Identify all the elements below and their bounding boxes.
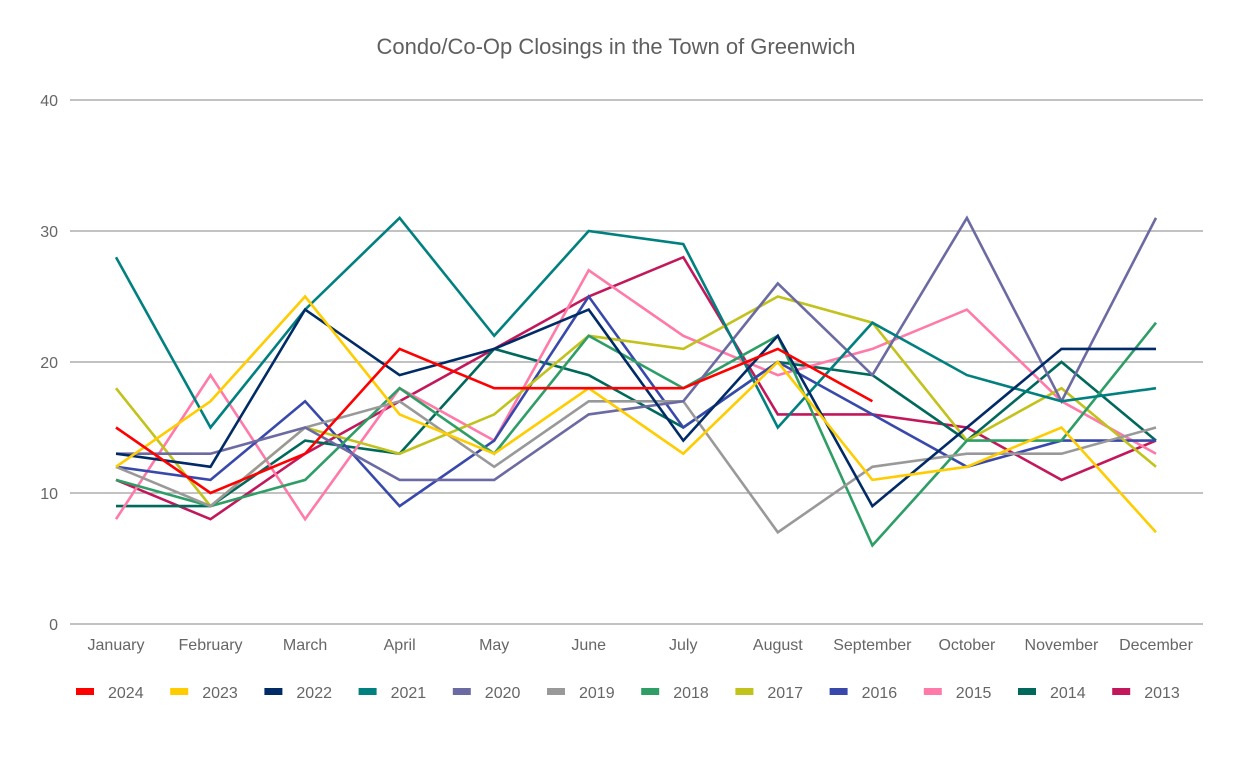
x-tick-label: July [669, 637, 697, 654]
legend-item-2021: 2021 [358, 685, 427, 702]
legend-item-2024: 2024 [76, 685, 144, 702]
series-line-2024 [115, 347, 874, 495]
legend-item-2020: 2020 [452, 685, 521, 702]
y-tick-label: 20 [40, 355, 58, 372]
legend-swatch [452, 688, 471, 695]
y-tick-label: 0 [49, 617, 58, 634]
legend-label: 2018 [673, 685, 709, 702]
legend-label: 2019 [579, 685, 615, 702]
series-line-2013 [115, 255, 1157, 521]
legend-item-2015: 2015 [923, 685, 992, 702]
legend-swatch [1112, 688, 1131, 695]
x-tick-label: February [179, 637, 243, 654]
x-tick-label: December [1119, 637, 1193, 654]
legend-swatch [735, 688, 754, 695]
series-line-2022 [115, 307, 1156, 509]
x-axis-ticks: January February March April May June July Augu… [88, 637, 1194, 654]
legend-swatch [923, 688, 942, 695]
y-tick-label: 30 [40, 224, 58, 241]
legend-swatch [76, 688, 94, 695]
series-line-2019 [115, 399, 1157, 535]
series-line-2015 [114, 268, 1157, 522]
legend-label: 2022 [296, 685, 332, 702]
legend-item-2023: 2023 [170, 685, 238, 702]
legend-swatch [1018, 688, 1036, 695]
x-tick-label: September [833, 637, 912, 654]
legend-item-2019: 2019 [547, 685, 615, 702]
x-tick-label: January [88, 637, 145, 654]
legend: 2024 2023 2022 2021 2020 2019 2018 2017 2016 2015… [76, 685, 1180, 702]
legend-item-2013: 2013 [1112, 685, 1180, 702]
legend-label: 2016 [862, 685, 898, 702]
legend-swatch [547, 688, 565, 695]
x-tick-label: June [571, 637, 606, 654]
legend-label: 2017 [767, 685, 803, 702]
x-tick-label: October [938, 637, 996, 654]
y-axis-ticks: 0 10 20 30 40 [40, 93, 58, 634]
series-lines [114, 215, 1158, 548]
x-tick-label: April [384, 637, 416, 654]
legend-label: 2024 [108, 685, 144, 702]
series-line-2023 [115, 294, 1157, 534]
legend-label: 2013 [1144, 685, 1180, 702]
series-line-2020 [116, 215, 1158, 482]
legend-swatch [641, 688, 660, 695]
legend-item-2022: 2022 [264, 685, 332, 702]
legend-swatch [358, 688, 377, 695]
legend-label: 2020 [485, 685, 521, 702]
x-tick-label: November [1025, 637, 1099, 654]
x-tick-label: August [753, 637, 803, 654]
legend-item-2017: 2017 [735, 685, 803, 702]
legend-swatch [829, 688, 848, 695]
y-tick-label: 40 [40, 93, 58, 110]
series-line-2021 [114, 215, 1157, 430]
y-tick-label: 10 [40, 486, 58, 503]
x-tick-label: May [479, 637, 509, 654]
legend-swatch [170, 688, 189, 695]
legend-label: 2015 [956, 685, 992, 702]
x-tick-label: March [283, 637, 327, 654]
legend-item-2014: 2014 [1018, 685, 1086, 702]
legend-label: 2021 [391, 685, 427, 702]
legend-label: 2023 [202, 685, 238, 702]
legend-item-2016: 2016 [829, 685, 898, 702]
chart-title: Condo/Co-Op Closings in the Town of Gree… [377, 34, 856, 59]
legend-item-2018: 2018 [641, 685, 709, 702]
legend-swatch [264, 688, 283, 695]
legend-label: 2014 [1050, 685, 1086, 702]
series-line-2018 [115, 321, 1158, 548]
